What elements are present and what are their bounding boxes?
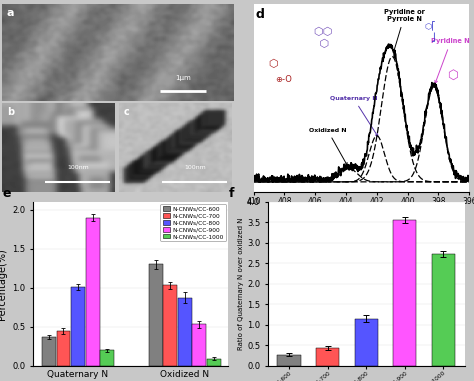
Text: Oxidized N: Oxidized N — [309, 128, 347, 165]
Bar — [71, 287, 85, 366]
Text: e: e — [2, 187, 10, 200]
Bar — [100, 350, 114, 366]
Legend: N-CNWs/CC-600, N-CNWs/CC-700, N-CNWs/CC-800, N-CNWs/CC-900, N-CNWs/CC-1000: N-CNWs/CC-600, N-CNWs/CC-700, N-CNWs/CC-… — [160, 204, 226, 241]
Text: d: d — [256, 8, 264, 21]
Bar — [432, 254, 455, 366]
Text: 100nm: 100nm — [184, 165, 206, 170]
Text: ⬡: ⬡ — [447, 69, 457, 82]
Text: 1μm: 1μm — [175, 75, 191, 81]
Text: a: a — [7, 8, 15, 18]
Text: Quaternary N: Quaternary N — [330, 96, 378, 136]
Y-axis label: Ratio of Quaternary N over oxidized N: Ratio of Quaternary N over oxidized N — [238, 218, 244, 350]
X-axis label: Binding energy/eV: Binding energy/eV — [319, 208, 403, 217]
Text: ⊕-O: ⊕-O — [275, 75, 292, 84]
Bar — [42, 337, 56, 366]
Text: 100nm: 100nm — [67, 165, 89, 170]
Bar — [163, 285, 177, 366]
Bar — [149, 264, 163, 366]
Text: b: b — [7, 107, 14, 117]
Text: ⬡: ⬡ — [268, 59, 278, 69]
Bar — [393, 220, 416, 366]
Y-axis label: Percentage(%): Percentage(%) — [0, 248, 7, 320]
Text: ⬡⬡
 ⬡: ⬡⬡ ⬡ — [313, 27, 332, 48]
Bar — [178, 298, 192, 366]
Bar — [277, 355, 301, 366]
Bar — [86, 218, 100, 366]
Bar — [355, 319, 378, 366]
Bar — [207, 359, 221, 366]
Text: Pyridine N: Pyridine N — [431, 38, 470, 83]
Text: Pyridine or
Pyrrole N: Pyridine or Pyrrole N — [384, 9, 425, 53]
Bar — [56, 331, 71, 366]
Text: c: c — [124, 107, 130, 117]
Bar — [192, 324, 206, 366]
Text: f: f — [228, 187, 234, 200]
Text: ⬡⎡
  ⎦: ⬡⎡ ⎦ — [425, 22, 436, 42]
Bar — [316, 348, 339, 366]
